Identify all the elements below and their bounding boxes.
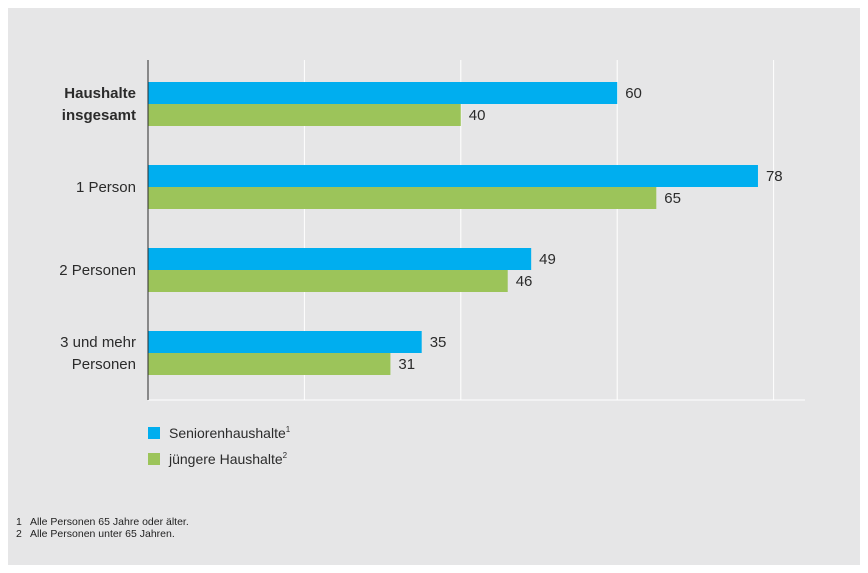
footnote-number: 1 xyxy=(16,516,22,528)
footnote-number: 2 xyxy=(16,528,22,540)
legend-label: Seniorenhaushalte1 xyxy=(169,425,291,441)
bar-senioren-0 xyxy=(148,82,618,104)
bar-juengere-0 xyxy=(148,104,461,126)
bar-senioren-3 xyxy=(148,331,422,353)
footnote-text: Alle Personen unter 65 Jahren. xyxy=(30,528,175,540)
value-label: 46 xyxy=(516,273,533,290)
footnote-1: 1 Alle Personen 65 Jahre oder älter. xyxy=(16,516,189,528)
value-label: 31 xyxy=(398,356,415,373)
bars xyxy=(148,82,758,375)
category-label: Haushalte insgesamt xyxy=(62,85,136,124)
value-labels: 60 40 78 65 49 46 35 31 xyxy=(398,85,782,373)
value-label: 78 xyxy=(766,168,783,185)
legend-swatch xyxy=(148,427,160,439)
bar-senioren-2 xyxy=(148,248,532,270)
legend-label: jüngere Haushalte2 xyxy=(168,451,288,467)
category-label: 2 Personen xyxy=(59,262,136,279)
footnote-text: Alle Personen 65 Jahre oder älter. xyxy=(30,516,189,528)
value-label: 65 xyxy=(664,190,681,207)
bar-senioren-1 xyxy=(148,165,758,187)
bar-juengere-2 xyxy=(148,270,508,292)
footnote-2: 2 Alle Personen unter 65 Jahren. xyxy=(16,528,189,540)
bar-juengere-3 xyxy=(148,353,391,375)
category-label: 1 Person xyxy=(76,179,136,196)
category-labels: Haushalte insgesamt 1 Person 2 Personen 3 un… xyxy=(59,85,136,373)
value-label: 49 xyxy=(539,251,556,268)
value-label: 60 xyxy=(625,85,642,102)
footnotes: 1 Alle Personen 65 Jahre oder älter. 2 A… xyxy=(16,516,189,540)
bar-juengere-1 xyxy=(148,187,657,209)
value-label: 35 xyxy=(430,334,447,351)
legend-swatch xyxy=(148,453,160,465)
value-label: 40 xyxy=(469,107,486,124)
category-label: 3 und mehr Personen xyxy=(60,334,136,373)
legend: Seniorenhaushalte1 jüngere Haushalte2 xyxy=(148,425,291,467)
